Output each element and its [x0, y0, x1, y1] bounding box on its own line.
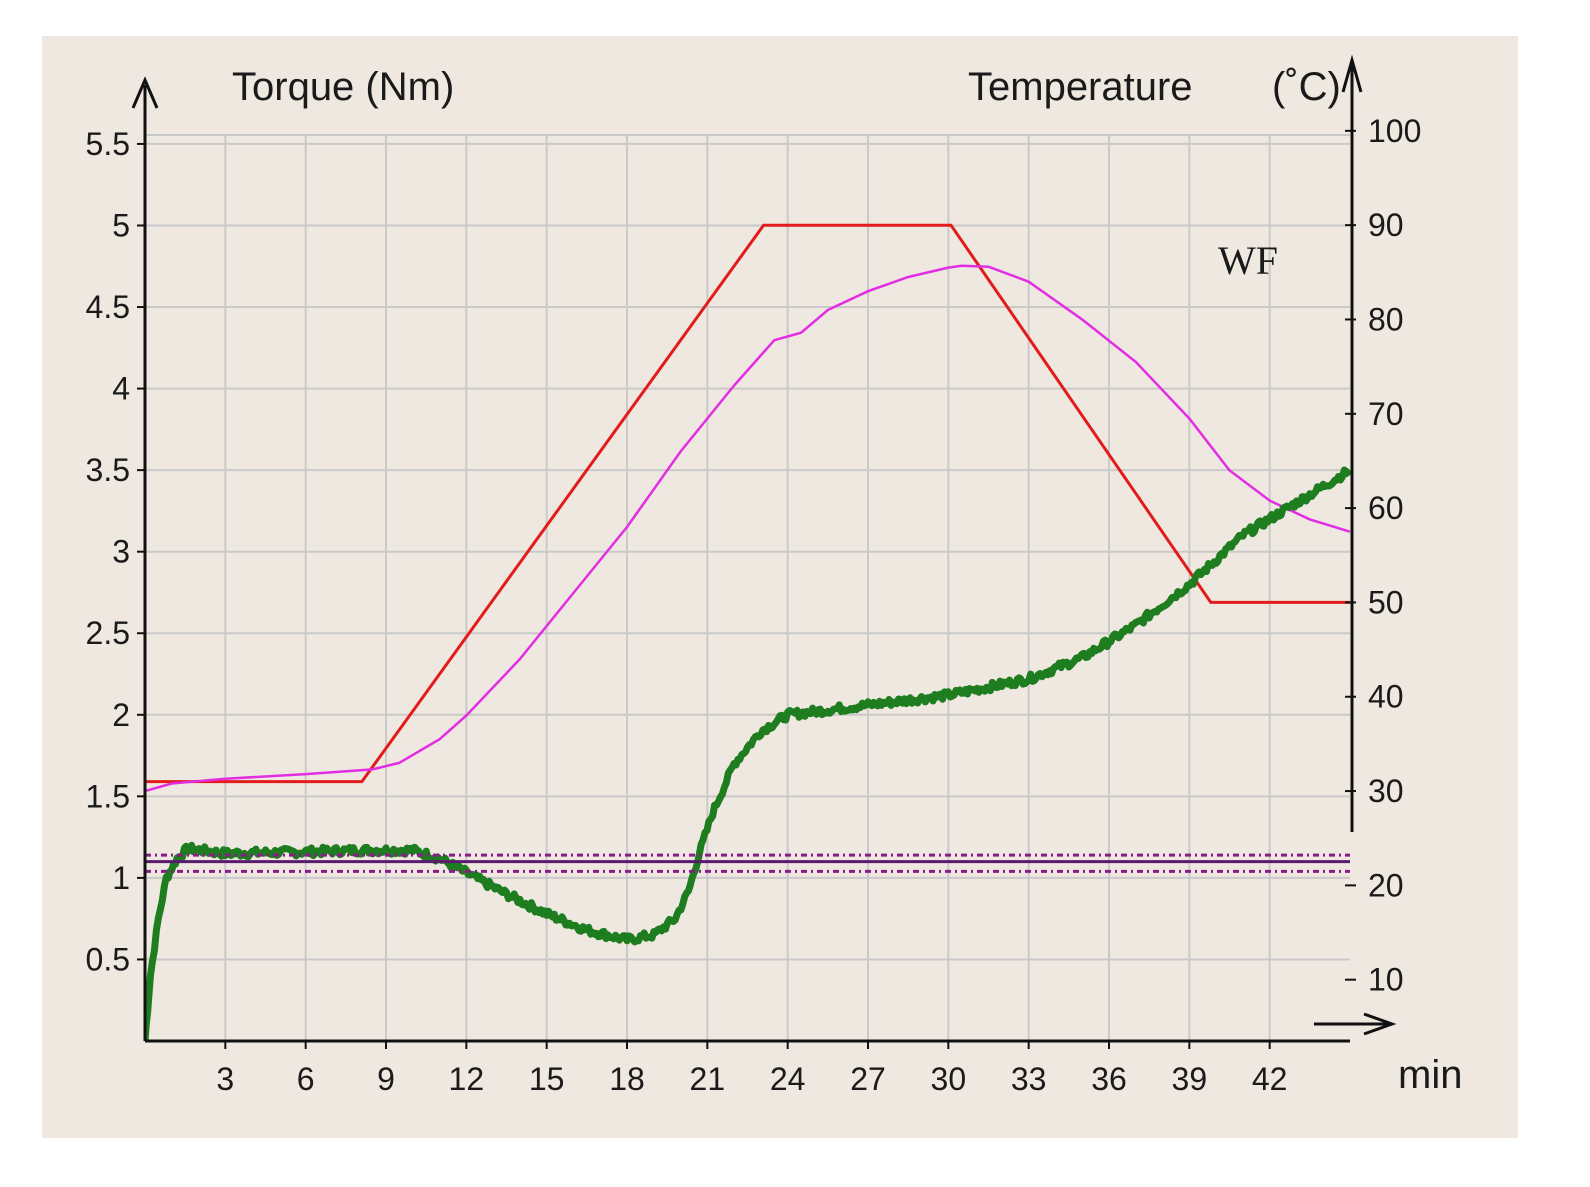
y-left-tick-label: 2 — [112, 697, 130, 733]
x-tick-label: 6 — [297, 1061, 315, 1097]
left-axis-title: Torque (Nm) — [232, 65, 454, 109]
series-set-temperature-line — [145, 223, 1350, 784]
y-left-tick-label: 4.5 — [86, 289, 130, 325]
x-tick-label: 36 — [1091, 1061, 1127, 1097]
x-tick-label: 24 — [770, 1061, 806, 1097]
left-axis-arrow — [131, 76, 159, 109]
right-axis-unit: (˚C) — [1272, 65, 1341, 109]
x-tick-label: 9 — [377, 1061, 395, 1097]
x-tick-label: 3 — [216, 1061, 234, 1097]
x-tick-label: 39 — [1172, 1061, 1208, 1097]
x-axis-direction-arrow — [1363, 1012, 1397, 1036]
x-tick-label: 21 — [690, 1061, 726, 1097]
y-right-tick-label: 80 — [1368, 301, 1404, 337]
y-right-tick-label: 10 — [1368, 962, 1404, 998]
x-tick-label: 30 — [931, 1061, 967, 1097]
y-right-tick-label: 100 — [1368, 113, 1421, 149]
right-axis-arrow — [1341, 54, 1363, 93]
y-right-tick-label: 90 — [1368, 207, 1404, 243]
x-axis-title: min — [1398, 1053, 1462, 1097]
y-left-tick-label: 2.5 — [86, 615, 130, 651]
chart-background — [42, 36, 1518, 1138]
y-right-tick-label: 50 — [1368, 584, 1404, 620]
y-right-tick-label: 30 — [1368, 773, 1404, 809]
y-left-tick-label: 3 — [112, 534, 130, 570]
axes-layer: 3 6 9 12 15 18 21 24 27 30 33 36 39 420.511.522.533.5… — [86, 54, 1421, 1097]
right-axis-title: Temperature — [968, 65, 1193, 109]
x-tick-label: 42 — [1252, 1061, 1288, 1097]
series-measured-temperature-line — [145, 264, 1351, 793]
y-left-tick-label: 1 — [112, 860, 130, 896]
y-right-tick-label: 20 — [1368, 867, 1404, 903]
y-left-tick-label: 4 — [112, 371, 130, 407]
y-left-tick-label: 5 — [112, 207, 130, 243]
wf-annotation: WF — [1218, 238, 1278, 283]
y-left-tick-label: 1.5 — [86, 778, 130, 814]
x-tick-label: 18 — [609, 1061, 645, 1097]
x-tick-label: 33 — [1011, 1061, 1047, 1097]
series-layer — [145, 223, 1353, 1042]
x-tick-label: 12 — [449, 1061, 485, 1097]
x-tick-label: 27 — [850, 1061, 886, 1097]
labels-layer: Torque (Nm) Temperature (˚C) min WF — [232, 65, 1462, 1097]
y-right-tick-label: 40 — [1368, 679, 1404, 715]
y-left-tick-label: 5.5 — [86, 126, 130, 162]
y-right-tick-label: 70 — [1368, 396, 1404, 432]
x-tick-label: 15 — [529, 1061, 565, 1097]
series-torque-line — [145, 466, 1353, 1042]
y-left-tick-label: 0.5 — [86, 941, 130, 977]
y-right-tick-label: 60 — [1368, 490, 1404, 526]
y-left-tick-label: 3.5 — [86, 452, 130, 488]
